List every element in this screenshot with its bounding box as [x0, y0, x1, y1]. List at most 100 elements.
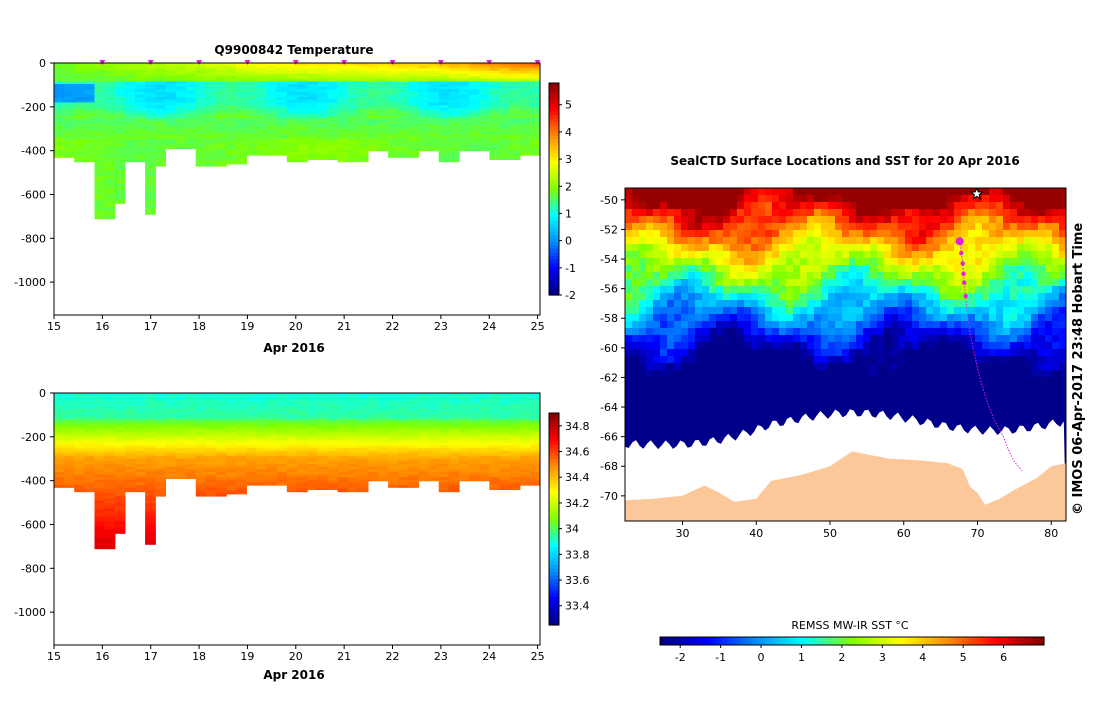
sst-cell: [646, 349, 654, 357]
sst-cell: [625, 363, 633, 371]
sst-cell: [639, 209, 647, 217]
sst-cell: [744, 244, 752, 252]
sst-cell: [772, 335, 780, 343]
sst-cell: [667, 363, 675, 371]
sst-cell: [660, 195, 668, 203]
sst-cell: [702, 223, 710, 231]
colorbar-tick-label: 33.6: [565, 574, 590, 587]
sst-cell: [688, 272, 696, 280]
sst-cell: [667, 335, 675, 343]
sst-map-panel: SealCTD Surface Locations and SST for 20…: [600, 154, 1066, 664]
sst-cell: [681, 265, 689, 273]
sst-cell: [758, 370, 766, 378]
sst-cell: [765, 398, 773, 406]
sst-cell: [758, 244, 766, 252]
x-tick-label: 18: [192, 320, 206, 333]
salinity-cell: [510, 488, 521, 490]
colorbar-tick-label: 4: [565, 126, 572, 139]
sst-cell: [632, 412, 640, 420]
sst-cell: [758, 321, 766, 329]
colorbar-segment: [549, 281, 559, 285]
colorbar-segment: [549, 477, 559, 481]
sst-cell: [625, 188, 633, 196]
colorbar-segment: [549, 214, 559, 218]
colorbar-segment: [549, 568, 559, 572]
sst-cell: [660, 342, 668, 350]
sst-cell: [744, 370, 752, 378]
sst-cell: [730, 293, 738, 301]
colorbar-tick-label: 34.6: [565, 446, 590, 459]
salinity-cell: [246, 482, 257, 485]
sst-cell: [639, 286, 647, 294]
sst-cell: [653, 370, 661, 378]
sst-cell: [688, 251, 696, 259]
temperature-cell: [510, 158, 521, 160]
sst-cell: [716, 258, 724, 266]
colorbar-segment: [549, 526, 559, 530]
salinity-cell: [226, 493, 237, 494]
sst-cell: [758, 398, 766, 406]
sst-cell: [765, 188, 773, 196]
sst-cell: [772, 349, 780, 357]
sst-cell: [751, 279, 759, 287]
sst-cell: [660, 265, 668, 273]
salinity-cell: [327, 488, 338, 490]
colorbar-segment: [549, 512, 559, 516]
sst-cell: [702, 209, 710, 217]
sst-cell: [716, 356, 724, 364]
sst-cell: [772, 279, 780, 287]
sst-cell: [681, 244, 689, 252]
sst-cell: [639, 230, 647, 238]
sst-cell: [646, 370, 654, 378]
colorbar-segment: [549, 455, 559, 459]
sst-cell: [723, 202, 731, 210]
y-tick-label: -800: [21, 232, 46, 245]
sst-cell: [660, 363, 668, 371]
sst-cell: [737, 342, 745, 350]
colorbar-segment: [549, 263, 559, 267]
sst-cell: [758, 293, 766, 301]
sst-cell: [695, 223, 703, 231]
sst-cell: [772, 398, 780, 406]
sst-cell: [674, 202, 682, 210]
sst-cell: [751, 321, 759, 329]
salinity-cell: [469, 480, 480, 481]
sst-cell: [772, 272, 780, 280]
colorbar-segment: [549, 178, 559, 182]
sst-cell: [758, 209, 766, 217]
sst-cell: [737, 300, 745, 308]
sst-cell: [653, 342, 661, 350]
temperature-cell: [165, 147, 176, 149]
temperature-cell: [155, 166, 166, 167]
sst-cell: [737, 384, 745, 392]
x-tick-label: 24: [482, 650, 496, 663]
sst-cell: [709, 223, 717, 231]
sst-cell: [681, 188, 689, 196]
sst-cell: [702, 398, 710, 406]
sst-cell: [660, 293, 668, 301]
sst-cell: [709, 412, 717, 420]
sst-cell: [667, 356, 675, 364]
sst-cell: [639, 258, 647, 266]
sst-cell: [639, 335, 647, 343]
sst-cell: [702, 405, 710, 413]
sst-cell: [632, 321, 640, 329]
sst-cell: [702, 335, 710, 343]
sst-cell: [702, 230, 710, 238]
sst-cell: [709, 419, 717, 427]
sst-cell: [653, 384, 661, 392]
sst-cell: [702, 356, 710, 364]
colorbar-segment: [549, 267, 559, 271]
sst-cell: [681, 216, 689, 224]
sst-cell: [674, 286, 682, 294]
sst-cell: [765, 258, 773, 266]
sst-cell: [681, 202, 689, 210]
temperature-cell: [348, 160, 359, 162]
sst-cell: [681, 237, 689, 245]
sst-cell: [751, 195, 759, 203]
salinity-cell: [358, 490, 369, 492]
salinity-cell: [459, 480, 470, 481]
sst-cell: [772, 342, 780, 350]
sst-cell: [765, 342, 773, 350]
